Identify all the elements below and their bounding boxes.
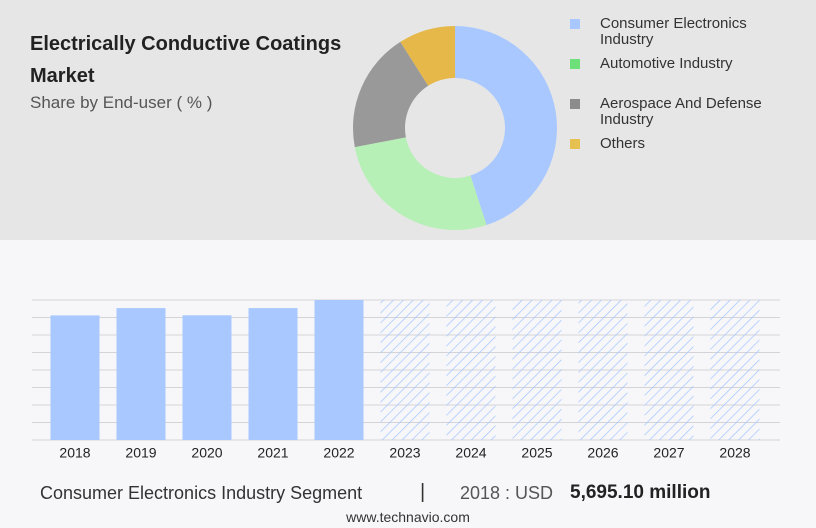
legend-label: Automotive Industry [600, 55, 733, 72]
chart-subtitle: Share by End-user ( % ) [30, 93, 213, 112]
forecast-placeholder [446, 300, 496, 440]
footer-year-label: 2018 : USD [460, 483, 554, 503]
x-tick-label: 2025 [521, 445, 552, 461]
bar [50, 315, 100, 440]
footer-separator: | [420, 481, 426, 503]
x-tick-label: 2021 [257, 445, 288, 461]
donut-slice [455, 26, 558, 226]
x-tick-label: 2020 [191, 445, 222, 461]
forecast-placeholder [380, 300, 430, 440]
footer-source: www.technavio.com [346, 509, 470, 525]
chart-title: Electrically Conductive Coatings Market [30, 33, 342, 87]
forecast-placeholder [644, 300, 694, 440]
bar [248, 308, 298, 440]
bar [116, 308, 166, 440]
legend-swatch [570, 99, 580, 109]
legend-label: Consumer Electronics Industry [600, 15, 747, 48]
x-tick-label: 2028 [719, 445, 750, 461]
donut-slice [353, 41, 429, 148]
legend-swatch [570, 139, 580, 149]
donut-slice [354, 137, 487, 231]
forecast-placeholder [512, 300, 562, 440]
legend-swatch [570, 59, 580, 69]
forecast-placeholder [710, 300, 760, 440]
forecast-placeholder [578, 300, 628, 440]
x-tick-label: 2026 [587, 445, 618, 461]
legend-label: Aerospace And Defense Industry [600, 95, 762, 128]
x-tick-label: 2018 [59, 445, 90, 461]
donut-slice [400, 26, 455, 86]
x-tick-label: 2024 [455, 445, 486, 461]
x-tick-label: 2023 [389, 445, 420, 461]
x-tick-label: 2019 [125, 445, 156, 461]
footer-value: 5,695.10 million [570, 482, 711, 503]
x-tick-label: 2022 [323, 445, 354, 461]
bar [314, 300, 364, 440]
legend-swatch [570, 19, 580, 29]
x-tick-label: 2027 [653, 445, 684, 461]
legend-label: Others [600, 135, 646, 152]
bar [182, 315, 232, 440]
footer-segment: Consumer Electronics Industry Segment [40, 483, 363, 503]
